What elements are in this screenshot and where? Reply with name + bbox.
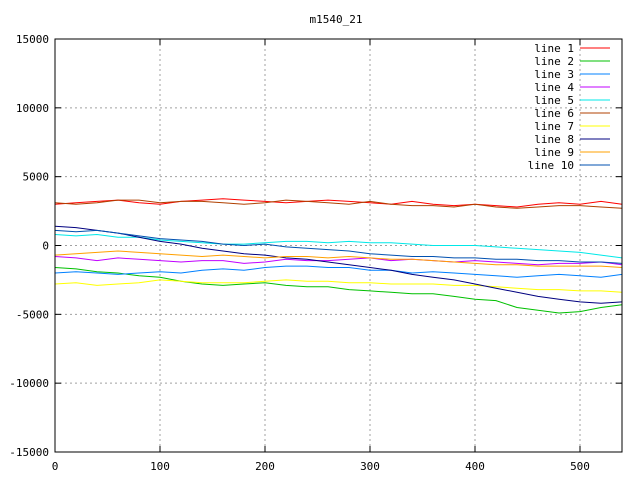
series-line-4 [54,256,623,266]
legend-label: line 5 [534,94,574,107]
legend-label: line 6 [534,107,574,120]
series-lines [54,198,623,314]
x-tick-label: 100 [150,460,170,473]
x-tick-label: 0 [52,460,59,473]
legend-label: line 4 [534,81,574,94]
y-tick-label: 15000 [16,33,49,46]
series-line-10 [54,229,623,264]
y-tick-label: -15000 [9,446,49,459]
series-line-6 [54,199,623,209]
legend-label: line 9 [534,146,574,159]
x-tick-label: 300 [360,460,380,473]
x-tick-label: 500 [570,460,590,473]
series-line-1 [54,198,623,208]
y-tick-label: -10000 [9,377,49,390]
legend-label: line 2 [534,55,574,68]
series-line-5 [54,233,623,259]
y-tick-label: 5000 [23,171,50,184]
y-tick-label: -5000 [16,308,49,321]
x-tick-label: 400 [465,460,485,473]
y-tick-label: 10000 [16,102,49,115]
series-line-2 [54,267,623,314]
legend-label: line 8 [534,133,574,146]
legend-label: line 1 [534,42,574,55]
chart-title: m1540_21 [310,13,363,26]
series-line-9 [54,250,623,268]
x-tick-label: 200 [255,460,275,473]
y-tick-label: 0 [42,240,49,253]
series-line-8 [54,225,623,304]
series-line-7 [54,279,623,293]
legend-label: line 10 [528,159,574,172]
legend-label: line 7 [534,120,574,133]
series-line-3 [54,265,623,278]
legend-label: line 3 [534,68,574,81]
